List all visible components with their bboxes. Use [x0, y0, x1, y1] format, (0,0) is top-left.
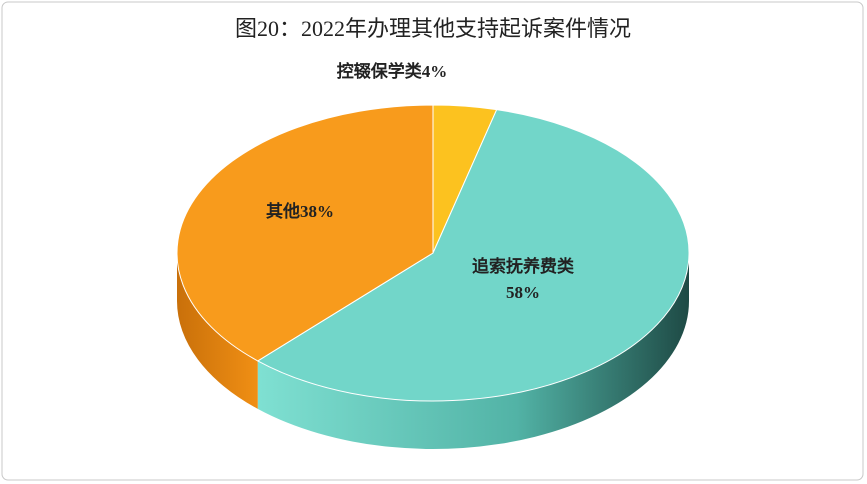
- label-value: 38%: [300, 202, 334, 221]
- slice: [176, 104, 434, 362]
- labels: 控辍保学类4% 追索抚养费类 58% 其他38%: [266, 61, 575, 302]
- label-category: 追索抚养费类: [472, 256, 575, 276]
- slice-side: [177, 253, 258, 409]
- label-category: 控辍保学类: [337, 61, 423, 81]
- slices: [176, 104, 690, 402]
- slice: [256, 109, 690, 402]
- label-category: 其他: [266, 201, 300, 221]
- data-label: 追索抚养费类 58%: [472, 256, 575, 302]
- label-value: 58%: [506, 283, 540, 302]
- data-label: 控辍保学类4%: [337, 61, 448, 81]
- label-value: 4%: [422, 62, 448, 81]
- chart-title: 图20：2022年办理其他支持起诉案件情况: [235, 16, 631, 41]
- data-label: 其他38%: [266, 201, 334, 221]
- slice-side: [257, 253, 689, 450]
- sides: [177, 253, 689, 450]
